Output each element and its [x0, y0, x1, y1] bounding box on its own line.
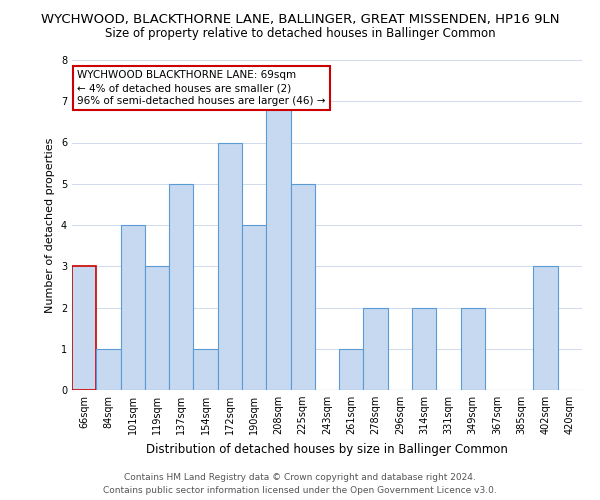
- Bar: [242, 225, 266, 390]
- Bar: [169, 184, 193, 390]
- Bar: [145, 266, 169, 390]
- Bar: [266, 101, 290, 390]
- Text: WYCHWOOD, BLACKTHORNE LANE, BALLINGER, GREAT MISSENDEN, HP16 9LN: WYCHWOOD, BLACKTHORNE LANE, BALLINGER, G…: [41, 12, 559, 26]
- Bar: [290, 184, 315, 390]
- Text: Contains HM Land Registry data © Crown copyright and database right 2024.
Contai: Contains HM Land Registry data © Crown c…: [103, 474, 497, 495]
- Bar: [218, 142, 242, 390]
- Text: WYCHWOOD BLACKTHORNE LANE: 69sqm
← 4% of detached houses are smaller (2)
96% of : WYCHWOOD BLACKTHORNE LANE: 69sqm ← 4% of…: [77, 70, 326, 106]
- Y-axis label: Number of detached properties: Number of detached properties: [46, 138, 55, 312]
- Bar: [121, 225, 145, 390]
- Text: Size of property relative to detached houses in Ballinger Common: Size of property relative to detached ho…: [104, 28, 496, 40]
- Bar: [193, 349, 218, 390]
- Bar: [339, 349, 364, 390]
- Bar: [412, 308, 436, 390]
- Bar: [96, 349, 121, 390]
- Bar: [72, 266, 96, 390]
- Bar: [364, 308, 388, 390]
- Bar: [533, 266, 558, 390]
- Bar: [461, 308, 485, 390]
- X-axis label: Distribution of detached houses by size in Ballinger Common: Distribution of detached houses by size …: [146, 442, 508, 456]
